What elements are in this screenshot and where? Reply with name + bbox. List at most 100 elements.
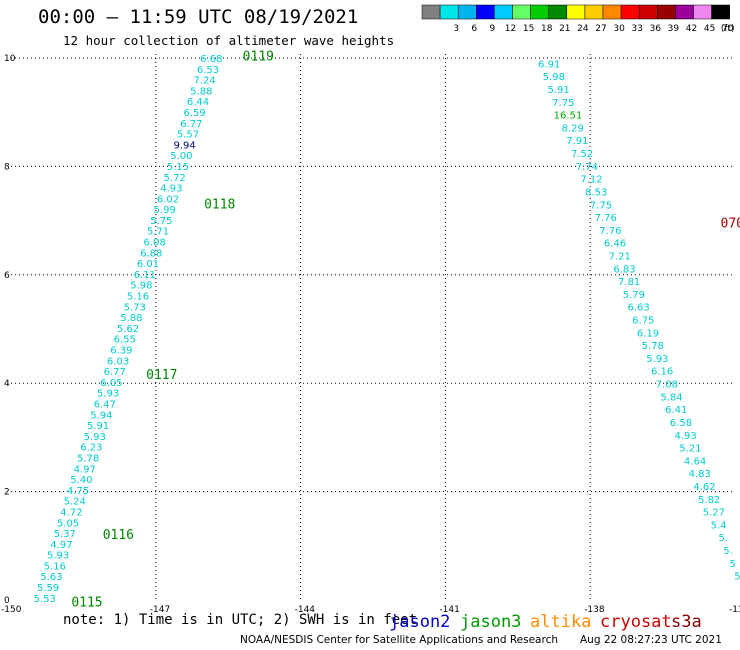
- swh-value-label: 7.76: [595, 213, 617, 224]
- chart-subtitle: 12 hour collection of altimeter wave hei…: [63, 33, 395, 48]
- swh-value-label: 5.: [719, 533, 729, 544]
- swh-value-label: 5.84: [660, 392, 682, 403]
- plot-grid: [11, 54, 735, 600]
- colorbar-swatch: [638, 4, 658, 20]
- swh-value-label: 5.78: [642, 341, 664, 352]
- colorbar-swatch: [476, 4, 495, 20]
- colorbar-swatch: [620, 4, 640, 20]
- colorbar-swatch: [675, 4, 694, 20]
- pass-time-label: 0119: [243, 49, 274, 64]
- colorbar-swatch: [657, 4, 676, 20]
- swh-value-label: 5.99: [154, 205, 176, 216]
- swh-value-label: 8.29: [562, 123, 584, 134]
- x-tick-label: -141: [439, 605, 459, 615]
- swh-value-label: 6.05: [100, 378, 122, 389]
- swh-value-label: 5.62: [117, 324, 139, 335]
- swh-value-label: 6.02: [157, 194, 179, 205]
- swh-value-label: 4.97: [74, 464, 96, 475]
- swh-value-label: 7.74: [576, 162, 598, 173]
- swh-value-label: 6.59: [184, 108, 206, 119]
- x-tick-label: -13: [729, 605, 740, 615]
- swh-value-label: 6.01: [137, 259, 159, 270]
- colorbar-swatch: [512, 4, 531, 20]
- y-tick-label: 10: [4, 54, 16, 64]
- swh-value-label: 5.53: [34, 594, 56, 605]
- colorbar-tick-label: 70: [722, 24, 734, 34]
- swh-value-label: 6.47: [94, 399, 116, 410]
- swh-value-label: 6.19: [637, 328, 659, 339]
- swh-value-label: 5.88: [190, 86, 212, 97]
- legend-s3a: s3a: [671, 612, 702, 632]
- swh-value-label: 6.68: [200, 54, 222, 65]
- colorbar-swatch: [421, 4, 441, 20]
- axis-ticks: -150 -147 -144 -141 -138 -13 0 2 4 6 8 10: [1, 54, 740, 615]
- legend-cryosat: cryosat: [600, 612, 672, 632]
- swh-value-label: 5.37: [54, 529, 76, 540]
- colorbar-tick-label: 9: [490, 24, 496, 34]
- footer-note: note: 1) Time is in UTC; 2) SWH is in fe…: [63, 612, 418, 628]
- swh-value-label: 5.79: [623, 290, 645, 301]
- colorbar-tick-label: 36: [650, 24, 662, 34]
- colorbar-tick-label: 39: [668, 24, 680, 34]
- color-scale-legend: 3 6 9 12 15 18 21 24 27 30 33 36 39 42 45 70(ft): [421, 4, 734, 34]
- pass-time-label: 0117: [146, 368, 177, 383]
- swh-value-label: 5.91: [87, 421, 109, 432]
- swh-value-label: 5.05: [57, 518, 79, 529]
- pass-time-label: 0702: [721, 216, 740, 231]
- swh-value-label: 6.03: [107, 356, 129, 367]
- swh-value-label: 8.53: [585, 187, 607, 198]
- swh-value-label: 6.63: [627, 303, 649, 314]
- colorbar-tick-label: 24: [577, 24, 589, 34]
- swh-value-label: 4.64: [684, 456, 706, 467]
- credit-line: NOAA/NESDIS Center for Satellite Applica…: [240, 634, 558, 646]
- swh-value-label: 5.98: [130, 281, 152, 292]
- swh-value-label: 5.94: [90, 410, 112, 421]
- swh-value-label: 5.63: [40, 572, 62, 583]
- swh-value-label: 6.58: [670, 418, 692, 429]
- swh-value-label: 4.93: [160, 184, 182, 195]
- swh-value-label: 5.57: [177, 130, 199, 141]
- swh-value-label: 6.41: [665, 405, 687, 416]
- swh-value-label: 7.12: [580, 175, 602, 186]
- colorbar-tick-label: 15: [523, 24, 534, 34]
- colorbar-tick-label: 33: [631, 24, 642, 34]
- colorbar-tick-label: 45: [704, 24, 715, 34]
- swh-value-label: 4.72: [60, 507, 82, 518]
- swh-value-label: 6.11: [134, 270, 156, 281]
- swh-value-label: 5.: [723, 546, 733, 557]
- swh-value-label: 7.81: [618, 277, 640, 288]
- pass-time-label: 0116: [103, 528, 134, 543]
- swh-value-label: 5: [734, 572, 740, 583]
- swh-value-label: 5.71: [147, 227, 169, 238]
- swh-value-label: 6.23: [80, 443, 102, 454]
- swh-value-label: 6.91: [538, 59, 560, 70]
- swh-value-label: 4.62: [693, 482, 715, 493]
- swh-value-label: 7.24: [194, 76, 216, 87]
- swh-value-label: 5.88: [120, 313, 142, 324]
- swh-value-label: 5.59: [37, 583, 59, 594]
- wave-height-labels: 5.535.595.635.165.934.975.375.054.725.24…: [34, 54, 740, 605]
- swh-value-label: 5.75: [150, 216, 172, 227]
- swh-value-label: 5.40: [70, 475, 92, 486]
- swh-value-label: 5.4: [711, 520, 727, 531]
- swh-value-label: 6.46: [604, 239, 626, 250]
- swh-value-label: 5.93: [97, 389, 119, 400]
- legend-altika: altika: [530, 612, 592, 632]
- colorbar-swatch: [584, 4, 604, 20]
- pass-time-label: 0118: [204, 197, 235, 212]
- x-tick-label: -144: [295, 605, 316, 615]
- swh-value-label: 7.52: [571, 149, 593, 160]
- colorbar-tick-label: 27: [595, 24, 606, 34]
- swh-value-label: 4.83: [689, 469, 711, 480]
- swh-value-label: 7.75: [590, 200, 612, 211]
- swh-value-label: 6.83: [613, 264, 635, 275]
- swh-value-label: 5.15: [167, 162, 189, 173]
- swh-value-label: 4.75: [67, 486, 89, 497]
- swh-value-label: 5.91: [547, 85, 569, 96]
- colorbar-swatch: [693, 4, 712, 20]
- swh-value-label: 5.21: [679, 444, 701, 455]
- swh-value-label: 5.82: [698, 495, 720, 506]
- swh-value-label: 7.91: [566, 136, 588, 147]
- swh-value-label: 7.75: [552, 98, 574, 109]
